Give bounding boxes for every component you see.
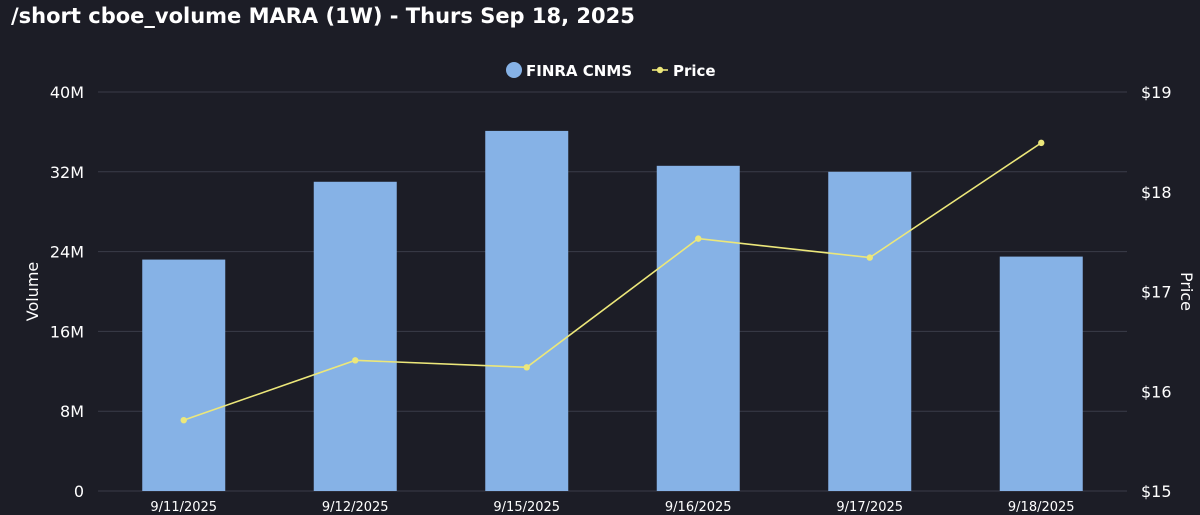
bar [313,181,397,491]
bar [485,130,569,491]
legend-line-marker [656,66,664,74]
price-point [523,364,530,371]
right-axis-ticks: $15 $16 $17 $18 $19 [1141,83,1172,501]
legend-label-price: Price [673,62,716,80]
grid-lines [98,91,1127,492]
y-tick-label: 16M [50,322,84,341]
bar-series [142,130,1083,492]
bar [142,259,226,491]
x-axis-ticks: 9/11/2025 9/12/2025 9/15/2025 9/16/2025 9/17… [150,500,1074,515]
x-tick-label: 9/18/2025 [1008,500,1075,515]
bar [656,165,740,491]
price-point [695,235,702,242]
bar [999,256,1083,491]
left-axis-ticks: 0 8M 16M 24M 32M 40M [50,83,84,501]
x-tick-label: 9/12/2025 [322,500,389,515]
price-point [180,416,187,424]
y2-tick-label: $19 [1141,83,1172,102]
price-line [183,142,1042,421]
legend: FINRA CNMS Price [506,62,716,80]
legend-bar-swatch [506,62,522,78]
x-tick-label: 9/15/2025 [493,500,560,515]
bar [828,171,912,492]
price-point [1038,139,1045,147]
y2-tick-label: $18 [1141,183,1172,202]
price-point [352,357,359,364]
y-tick-label: 8M [60,402,84,421]
y2-tick-label: $17 [1141,283,1172,302]
y2-axis-title: Price [1177,272,1196,311]
y-tick-label: 40M [50,83,84,102]
x-tick-label: 9/16/2025 [665,500,732,515]
x-tick-label: 9/11/2025 [150,500,217,515]
y2-tick-label: $15 [1141,482,1172,501]
legend-label-volume: FINRA CNMS [526,62,632,80]
line-series [180,139,1045,424]
y-tick-label: 32M [50,163,84,182]
x-tick-label: 9/17/2025 [836,500,903,515]
y-tick-label: 0 [74,482,84,501]
chart-title: /short cboe_volume MARA (1W) - Thurs Sep… [11,4,635,28]
y-tick-label: 24M [50,243,84,262]
price-point [866,254,873,261]
y2-tick-label: $16 [1141,382,1172,401]
y-axis-title: Volume [23,262,42,322]
